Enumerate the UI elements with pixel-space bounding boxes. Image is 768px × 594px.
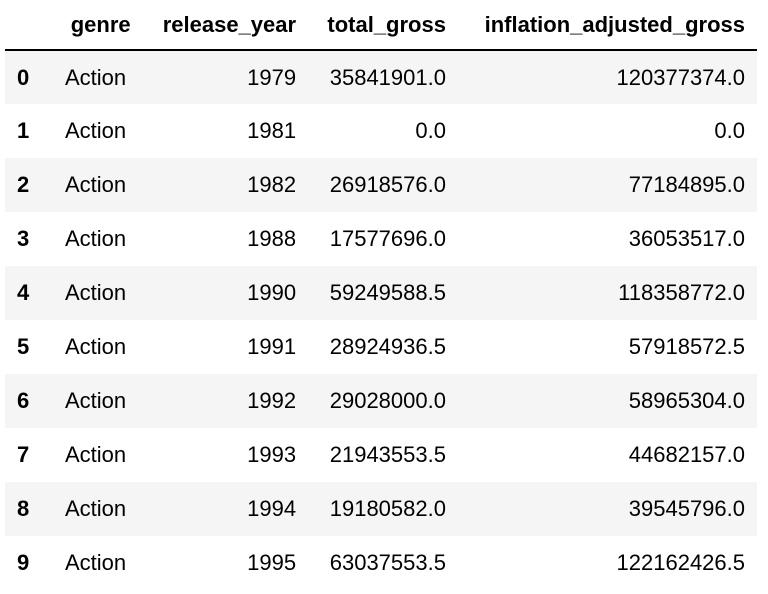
row-index: 6 — [17, 388, 30, 413]
cell-release-year: 1990 — [247, 280, 297, 305]
cell-release-year: 1995 — [247, 550, 297, 575]
cell-genre: Action — [65, 334, 127, 359]
row-index: 8 — [17, 496, 30, 521]
table-row: 0 Action 1979 35841901.0 120377374.0 — [5, 50, 757, 104]
cell-inflation-adjusted-gross: 36053517.0 — [628, 226, 745, 251]
table-header: genre release_year total_gross inflation… — [5, 0, 757, 51]
row-index: 4 — [17, 280, 30, 305]
cell-inflation-adjusted-gross: 39545796.0 — [628, 496, 745, 521]
cell-inflation-adjusted-gross: 120377374.0 — [616, 64, 745, 90]
column-header-genre: genre — [51, 0, 143, 51]
cell-genre: Action — [65, 172, 127, 197]
table-row: 3 Action 1988 17577696.0 36053517.0 — [5, 212, 757, 266]
column-header-release-year: release_year — [142, 0, 309, 51]
row-index: 2 — [17, 172, 30, 197]
row-index: 7 — [17, 442, 30, 467]
cell-release-year: 1981 — [247, 118, 297, 143]
row-index: 9 — [17, 550, 30, 575]
cell-release-year: 1993 — [247, 442, 297, 467]
row-index: 3 — [17, 226, 30, 251]
cell-total-gross: 26918576.0 — [329, 172, 446, 197]
cell-release-year: 1982 — [247, 172, 297, 197]
cell-total-gross: 59249588.5 — [329, 280, 446, 305]
cell-genre: Action — [65, 118, 127, 143]
cell-inflation-adjusted-gross: 44682157.0 — [628, 442, 745, 467]
cell-inflation-adjusted-gross: 58965304.0 — [628, 388, 745, 413]
cell-inflation-adjusted-gross: 122162426.5 — [616, 550, 745, 575]
cell-total-gross: 63037553.5 — [329, 550, 446, 575]
cell-total-gross: 28924936.5 — [329, 334, 446, 359]
table-row: 2 Action 1982 26918576.0 77184895.0 — [5, 158, 757, 212]
dataframe-table: genre release_year total_gross inflation… — [5, 0, 757, 590]
row-index: 5 — [17, 334, 30, 359]
table-row: 6 Action 1992 29028000.0 58965304.0 — [5, 374, 757, 428]
table-row: 1 Action 1981 0.0 0.0 — [5, 104, 757, 158]
cell-genre: Action — [65, 280, 127, 305]
column-header-total-gross: total_gross — [308, 0, 458, 51]
header-row: genre release_year total_gross inflation… — [5, 0, 757, 51]
cell-release-year: 1979 — [247, 64, 297, 90]
index-column-header — [5, 0, 51, 51]
table-row: 9 Action 1995 63037553.5 122162426.5 — [5, 536, 757, 590]
table-body: 0 Action 1979 35841901.0 120377374.0 1 Action 1… — [5, 50, 757, 590]
cell-total-gross: 17577696.0 — [329, 226, 446, 251]
table-row: 8 Action 1994 19180582.0 39545796.0 — [5, 482, 757, 536]
cell-genre: Action — [65, 226, 127, 251]
cell-genre: Action — [65, 64, 127, 90]
row-index: 0 — [17, 64, 30, 90]
cell-inflation-adjusted-gross: 118358772.0 — [618, 280, 745, 305]
cell-genre: Action — [65, 388, 127, 413]
cell-total-gross: 29028000.0 — [329, 388, 446, 413]
cell-release-year: 1992 — [247, 388, 297, 413]
cell-genre: Action — [65, 550, 127, 575]
table-row: 4 Action 1990 59249588.5 118358772.0 — [5, 266, 757, 320]
cell-total-gross: 21943553.5 — [329, 442, 446, 467]
cell-release-year: 1991 — [247, 334, 297, 359]
cell-total-gross: 0.0 — [415, 118, 446, 143]
cell-total-gross: 19180582.0 — [329, 496, 446, 521]
cell-inflation-adjusted-gross: 77184895.0 — [628, 172, 745, 197]
cell-total-gross: 35841901.0 — [329, 64, 446, 90]
cell-inflation-adjusted-gross: 57918572.5 — [628, 334, 745, 359]
row-index: 1 — [17, 118, 30, 143]
cell-release-year: 1994 — [247, 496, 297, 521]
cell-genre: Action — [65, 442, 127, 467]
table-row: 5 Action 1991 28924936.5 57918572.5 — [5, 320, 757, 374]
cell-release-year: 1988 — [247, 226, 297, 251]
column-header-inflation-adjusted-gross: inflation_adjusted_gross — [457, 0, 757, 51]
cell-genre: Action — [65, 496, 127, 521]
cell-inflation-adjusted-gross: 0.0 — [714, 118, 745, 143]
table-row: 7 Action 1993 21943553.5 44682157.0 — [5, 428, 757, 482]
